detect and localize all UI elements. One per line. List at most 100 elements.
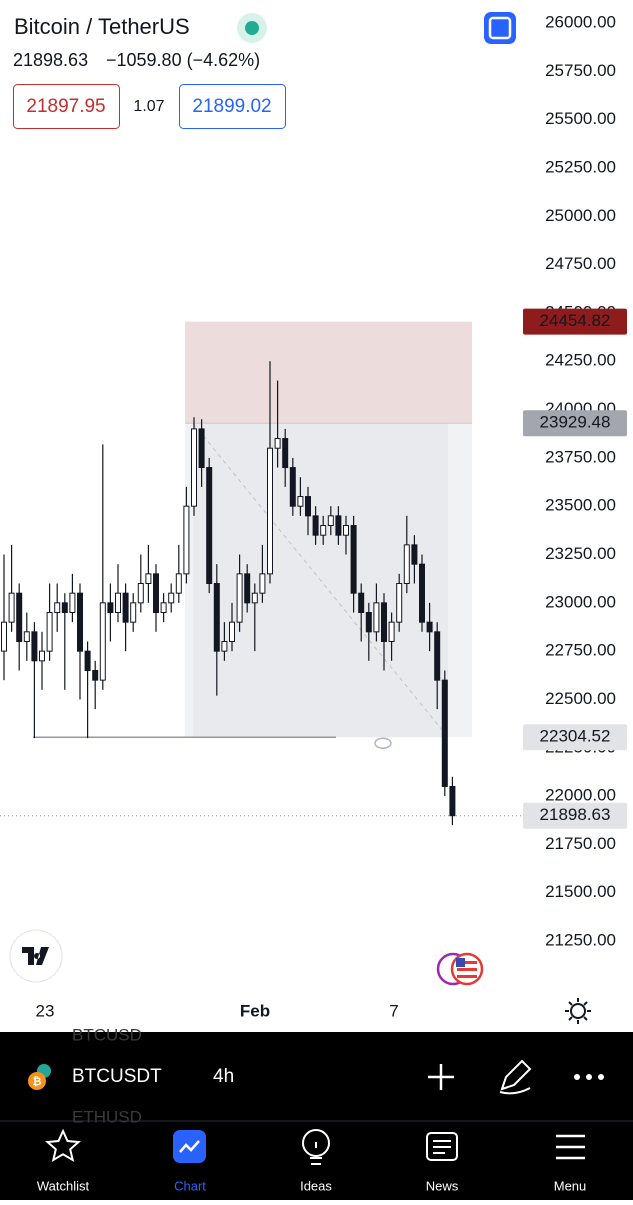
candle-body: [31, 631, 38, 662]
buy-button[interactable]: [179, 84, 286, 129]
candle-body: [61, 602, 68, 614]
candle-body: [297, 496, 304, 507]
y-tick-label: 23000.00: [545, 592, 616, 611]
y-tick-label: 26000.00: [545, 12, 616, 31]
candle-body: [419, 563, 425, 623]
visibility-icon: [374, 737, 392, 750]
y-tick-label: 25000.00: [545, 206, 616, 225]
candle-body: [289, 467, 296, 507]
nav-watchlist[interactable]: Watchlist: [37, 1128, 90, 1193]
y-tick-label: 22750.00: [545, 641, 616, 660]
candle-body: [130, 602, 137, 623]
y-tick-label: 23750.00: [545, 447, 616, 466]
add-button[interactable]: [428, 1064, 454, 1090]
x-tick-label: Feb: [240, 1001, 270, 1020]
candle-body: [115, 592, 121, 614]
candle-body: [206, 467, 213, 585]
candle-body: [282, 438, 289, 469]
fullscreen-button[interactable]: [484, 12, 516, 44]
nav-ideas[interactable]: Ideas: [300, 1129, 332, 1193]
candle-body: [426, 621, 433, 633]
price-label-box: [523, 724, 627, 751]
sell-button[interactable]: [13, 84, 120, 129]
candle-body: [69, 592, 76, 614]
spread: 1.07: [133, 98, 164, 115]
candle-body: [92, 669, 99, 681]
price-label-box: [523, 802, 627, 829]
x-tick-label: 23: [36, 1001, 55, 1020]
list-item-faded: ETHUSD: [72, 1107, 142, 1126]
events-icon[interactable]: [436, 952, 484, 986]
candle-body: [122, 592, 129, 623]
candle-body: [335, 515, 342, 536]
candle-body: [107, 602, 114, 614]
candle-body: [305, 496, 311, 517]
candle-body: [343, 525, 349, 536]
candle-body: [449, 785, 456, 817]
candle-body: [99, 602, 106, 681]
list-item-faded: BTCUSD: [72, 1025, 142, 1044]
market-open-dot: [245, 21, 259, 35]
candle-body: [183, 505, 190, 575]
candle-body: [251, 592, 258, 604]
candle-body: [388, 621, 395, 642]
bid-price: 21897.95: [26, 96, 105, 117]
candle-body: [46, 612, 53, 652]
candle-body: [191, 428, 197, 507]
candle-body: [441, 679, 448, 787]
candle-body: [312, 515, 319, 536]
price-label: 21898.63: [540, 805, 611, 824]
nav-label: Chart: [174, 1178, 206, 1193]
y-tick-label: 21750.00: [545, 834, 616, 853]
toolbar-symbol[interactable]: BTCUSDT: [72, 1066, 162, 1087]
svg-text:₿: ₿: [33, 1076, 42, 1088]
candle-body: [23, 631, 30, 642]
candle-body: [236, 573, 243, 623]
settings-icon[interactable]: [565, 998, 591, 1024]
more-button[interactable]: [574, 1074, 604, 1080]
candle-body: [403, 544, 410, 585]
price-label: 23929.48: [540, 413, 611, 432]
candle-body: [373, 602, 380, 633]
trade-path: [192, 422, 449, 738]
toolbar-interval[interactable]: 4h: [213, 1066, 234, 1087]
candle-body: [259, 573, 266, 594]
last-price: 21898.63: [13, 50, 88, 70]
draw-button[interactable]: [499, 1059, 532, 1095]
candle-body: [244, 573, 251, 604]
price-label-box: [523, 410, 627, 437]
candle-body: [381, 602, 387, 642]
nav-chart[interactable]: Chart: [173, 1130, 206, 1193]
nav-news[interactable]: News: [426, 1132, 459, 1193]
candle-body: [320, 525, 327, 536]
price-label: 24454.82: [540, 311, 611, 330]
candle-body: [145, 573, 152, 585]
bottom-panel: [0, 1032, 633, 1200]
candle-body: [39, 650, 45, 662]
candle-body: [411, 544, 418, 565]
y-tick-label: 25250.00: [545, 157, 616, 176]
y-tick-label: 23250.00: [545, 544, 616, 563]
y-tick-label: 24250.00: [545, 351, 616, 370]
nav-label: Ideas: [300, 1178, 332, 1193]
x-tick-label: 7: [389, 1001, 398, 1020]
candle-body: [274, 438, 281, 449]
price-label-box: [523, 308, 627, 335]
tradingview-logo[interactable]: [9, 929, 63, 983]
candle-body: [350, 525, 357, 594]
candle-body: [84, 650, 91, 671]
candle-body: [77, 592, 83, 652]
candle-body: [8, 592, 15, 623]
candle-body: [168, 592, 175, 604]
candle-body: [267, 447, 273, 575]
candle-body: [396, 583, 403, 623]
y-tick-label: 24750.00: [545, 254, 616, 273]
nav-label: Menu: [554, 1178, 587, 1193]
price-change: −1059.80 (−4.62%): [106, 50, 260, 70]
candle-body: [175, 573, 182, 594]
candle-body: [16, 592, 23, 642]
nav-menu[interactable]: Menu: [554, 1134, 587, 1193]
y-tick-label: 21250.00: [545, 931, 616, 950]
